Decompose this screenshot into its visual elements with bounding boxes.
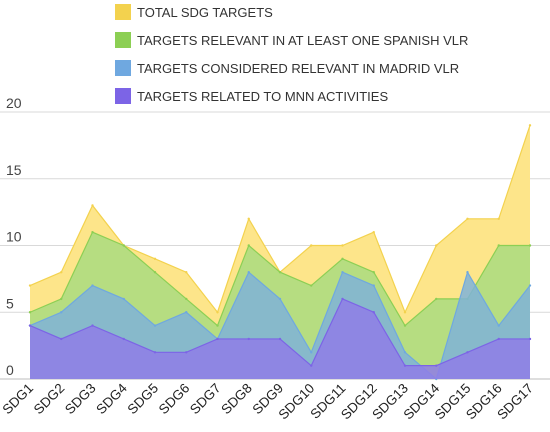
data-point <box>247 244 250 247</box>
data-point <box>216 311 219 314</box>
data-point <box>91 230 94 234</box>
y-axis: 0 5 10 15 20 <box>6 95 22 378</box>
data-point <box>278 337 282 341</box>
data-point <box>466 351 469 354</box>
data-point <box>153 271 157 274</box>
plot-area <box>28 124 532 381</box>
legend-label: TARGETS CONSIDERED RELEVANT IN MADRID VL… <box>137 61 459 76</box>
legend-label: TOTAL SDG TARGETS <box>137 5 273 20</box>
data-point <box>185 297 188 301</box>
legend-label: TARGETS RELEVANT IN AT LEAST ONE SPANISH… <box>137 33 468 48</box>
y-tick-label: 15 <box>6 162 22 178</box>
y-tick-label: 5 <box>6 295 14 311</box>
data-point <box>528 124 532 127</box>
data-point <box>185 311 188 314</box>
data-point <box>372 271 375 274</box>
data-point <box>28 324 32 327</box>
data-point <box>185 271 188 274</box>
data-point <box>341 244 344 247</box>
data-point <box>28 284 32 287</box>
data-point <box>278 271 282 274</box>
x-tick-label: SDG4 <box>93 380 130 417</box>
data-point <box>278 297 282 301</box>
y-tick-label: 20 <box>6 95 22 111</box>
x-tick-label: SDG5 <box>125 381 162 418</box>
data-point <box>60 311 63 314</box>
data-point <box>528 244 532 247</box>
y-tick-label: 0 <box>6 362 14 378</box>
data-point <box>403 311 407 314</box>
data-point <box>122 297 125 301</box>
x-tick-label: SDG7 <box>187 381 224 418</box>
data-point <box>372 230 375 234</box>
data-point <box>60 337 63 341</box>
data-point <box>310 351 313 354</box>
legend-swatch <box>115 4 131 20</box>
data-point <box>185 351 188 354</box>
data-point <box>310 244 313 247</box>
data-point <box>91 204 94 207</box>
data-point <box>497 244 500 247</box>
data-point <box>216 337 219 341</box>
data-point <box>528 284 532 287</box>
x-tick-label: SDG6 <box>156 381 193 418</box>
data-point <box>372 284 375 287</box>
data-point <box>341 271 344 274</box>
x-tick-label: SDG8 <box>218 381 255 418</box>
data-point <box>60 271 63 274</box>
data-point <box>435 297 438 301</box>
data-point <box>528 337 532 341</box>
data-point <box>122 244 125 247</box>
legend-swatch <box>115 60 131 76</box>
data-point <box>91 324 94 327</box>
x-tick-label: SDG2 <box>31 381 68 418</box>
data-point <box>247 337 250 341</box>
data-point <box>122 337 125 341</box>
data-point <box>153 257 157 261</box>
data-point <box>310 284 313 287</box>
data-point <box>403 364 407 367</box>
data-point <box>247 271 250 274</box>
data-point <box>497 337 500 341</box>
y-tick-label: 10 <box>6 229 22 245</box>
data-point <box>435 364 438 367</box>
data-point <box>403 324 407 327</box>
data-point <box>341 297 344 301</box>
x-axis: SDG1SDG2SDG3SDG4SDG5SDG6SDG7SDG8SDG9SDG1… <box>0 380 536 422</box>
data-point <box>372 311 375 314</box>
data-point <box>403 351 407 354</box>
data-point <box>153 324 157 327</box>
legend-label: TARGETS RELATED TO MNN ACTIVITIES <box>137 89 388 104</box>
legend: TOTAL SDG TARGETS TARGETS RELEVANT IN AT … <box>115 4 468 104</box>
data-point <box>466 271 469 274</box>
legend-swatch <box>115 88 131 104</box>
x-tick-label: SDG3 <box>62 381 99 418</box>
data-point <box>91 284 94 287</box>
legend-swatch <box>115 32 131 48</box>
data-point <box>497 217 500 220</box>
data-point <box>497 324 500 327</box>
data-point <box>153 351 157 354</box>
data-point <box>28 311 32 314</box>
data-point <box>466 217 469 220</box>
data-point <box>247 217 250 220</box>
data-point <box>310 364 313 367</box>
x-tick-label: SDG1 <box>0 381 36 418</box>
data-point <box>216 324 219 327</box>
data-point <box>341 257 344 261</box>
data-point <box>60 297 63 301</box>
data-point <box>435 244 438 247</box>
